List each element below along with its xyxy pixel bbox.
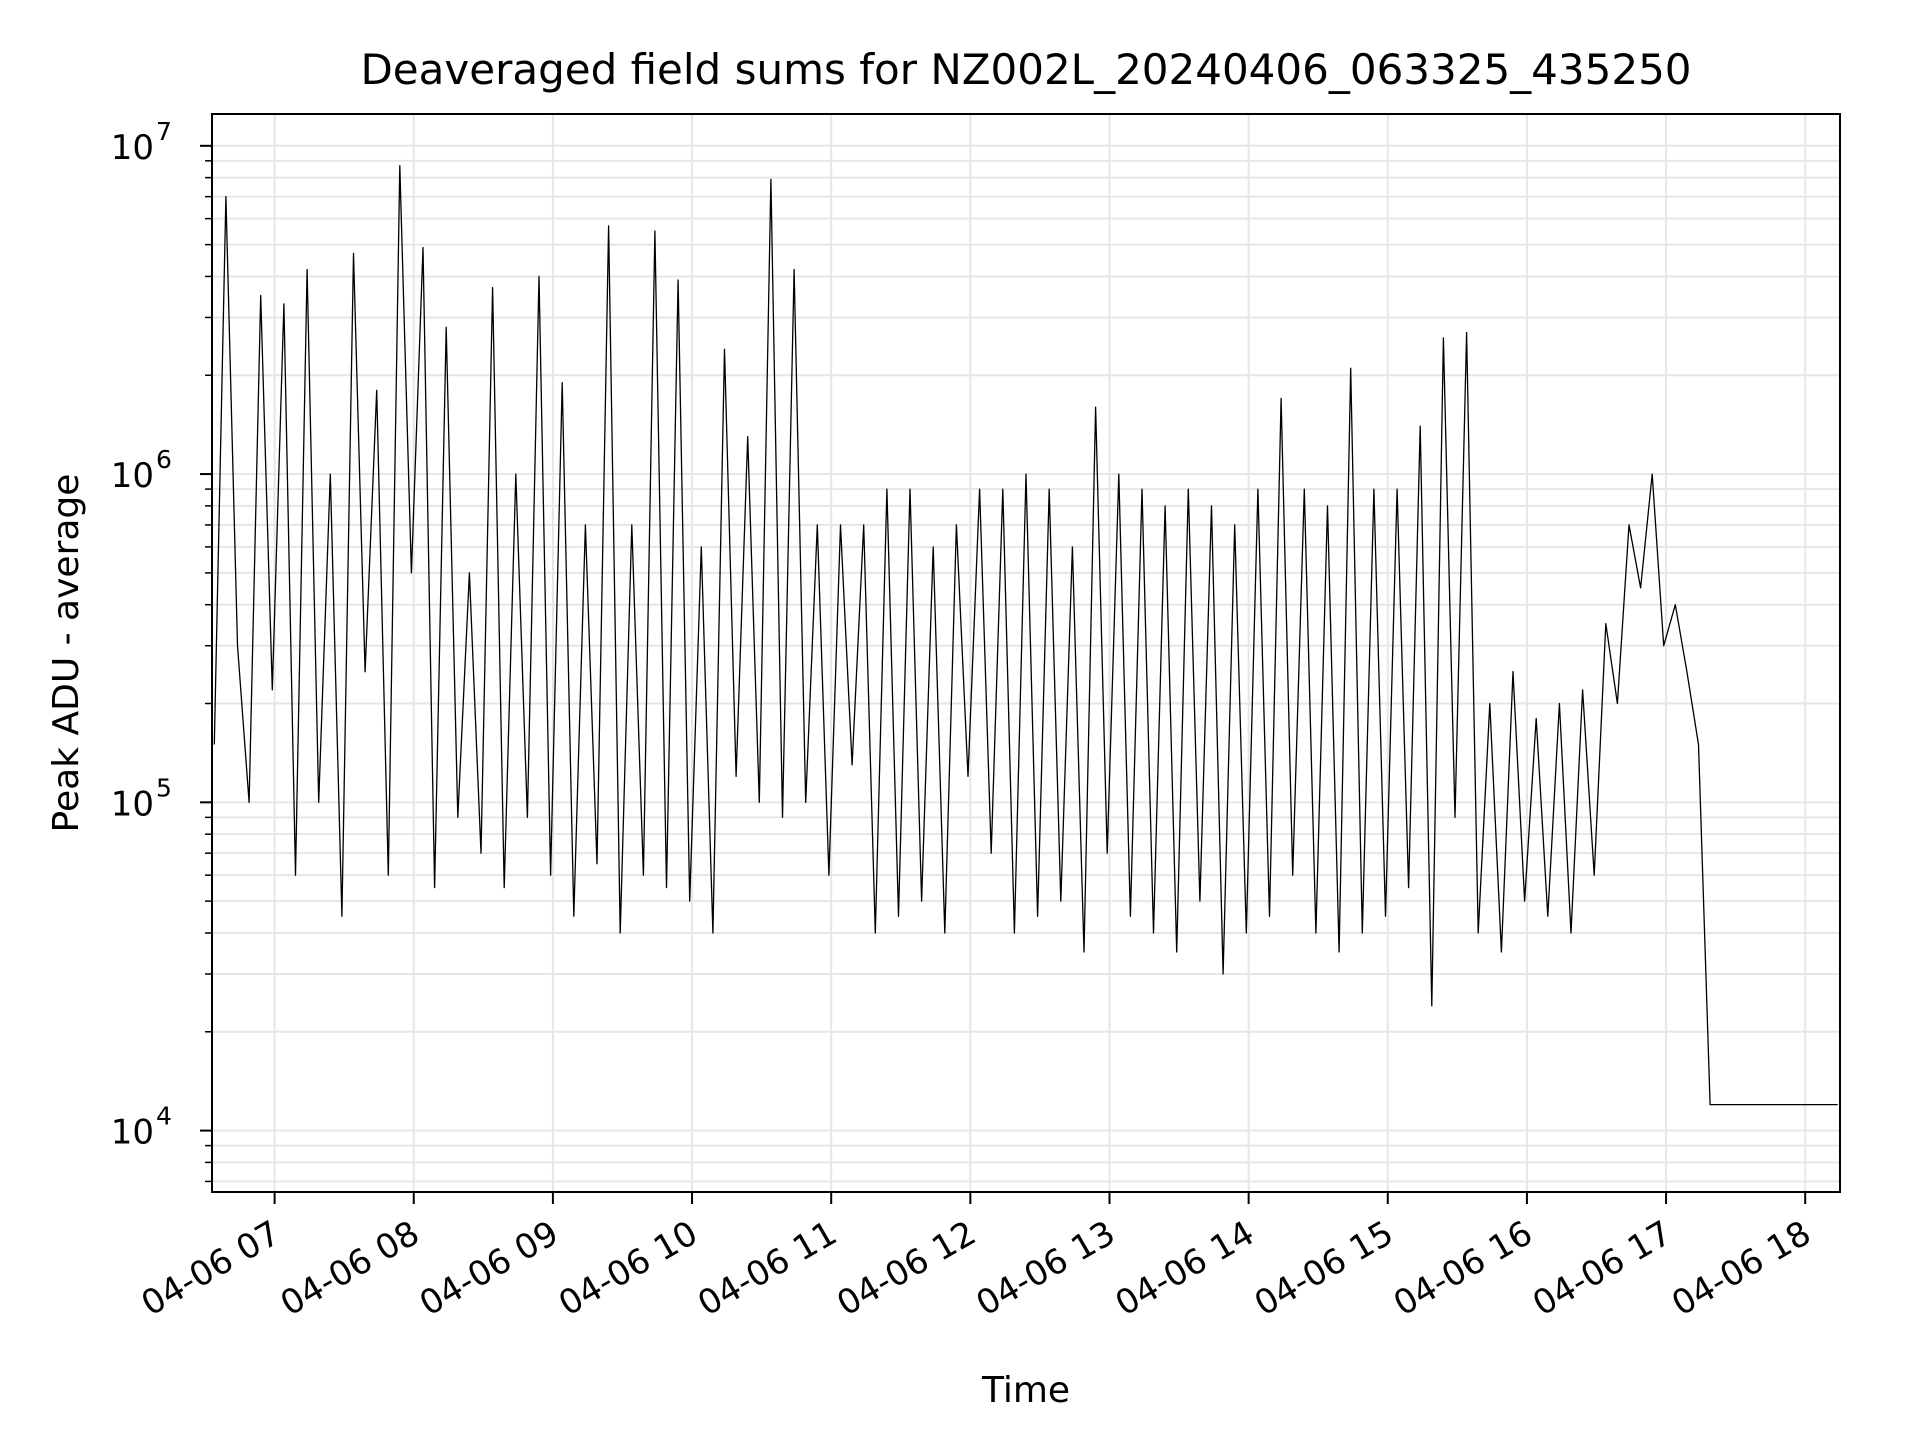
- y-tick-exponent: 4: [156, 1102, 172, 1131]
- y-tick-label: 10: [111, 784, 154, 824]
- x-tick-label: 04-06 17: [1526, 1213, 1678, 1324]
- x-tick-label: 04-06 18: [1665, 1213, 1817, 1324]
- chart-title: Deaveraged field sums for NZ002L_2024040…: [360, 45, 1691, 94]
- y-tick-exponent: 5: [156, 773, 172, 802]
- plot-frame: [211, 113, 1841, 1193]
- x-tick-label: 04-06 07: [135, 1213, 287, 1324]
- x-tick-label: 04-06 09: [413, 1213, 565, 1324]
- y-tick-label: 10: [111, 128, 154, 168]
- y-tick-label: 10: [111, 1113, 154, 1153]
- y-tick-exponent: 6: [156, 445, 172, 474]
- y-axis-label: Peak ADU - average: [46, 474, 87, 833]
- x-tick-label: 04-06 14: [1109, 1213, 1261, 1324]
- x-axis-label: Time: [981, 1370, 1070, 1411]
- x-tick-label: 04-06 08: [274, 1213, 426, 1324]
- grid: [212, 114, 1840, 1192]
- series-line: [213, 165, 1838, 1106]
- x-tick-label: 04-06 16: [1387, 1213, 1539, 1324]
- y-tick-exponent: 7: [156, 117, 172, 146]
- x-tick-label: 04-06 11: [691, 1213, 843, 1324]
- x-tick-label: 04-06 13: [970, 1213, 1122, 1324]
- y-tick-label: 10: [111, 456, 154, 496]
- x-tick-label: 04-06 10: [552, 1213, 704, 1324]
- x-tick-label: 04-06 15: [1248, 1213, 1400, 1324]
- x-tick-label: 04-06 12: [830, 1213, 982, 1324]
